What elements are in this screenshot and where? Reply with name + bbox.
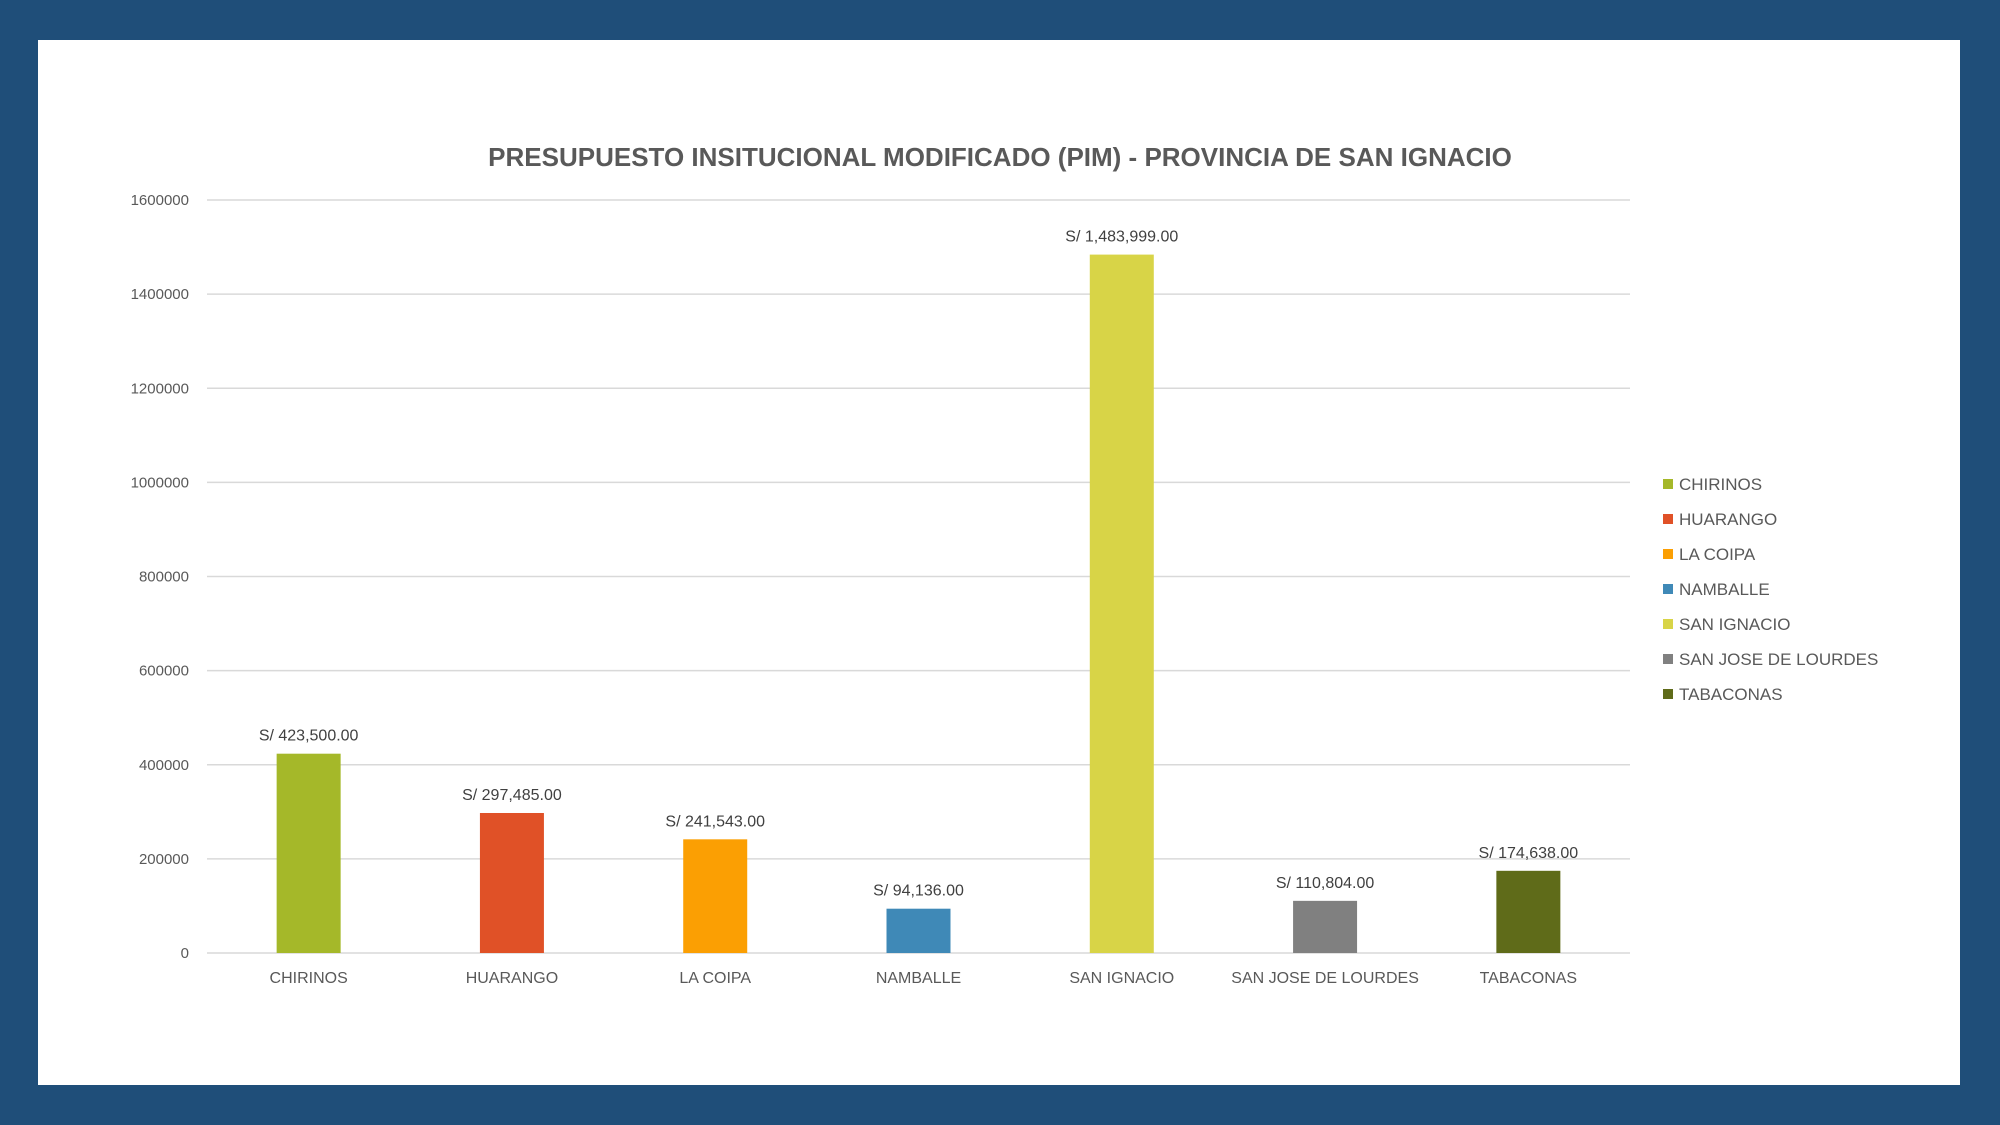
x-tick-label: CHIRINOS	[270, 970, 348, 987]
legend-swatch	[1663, 654, 1673, 664]
x-tick-label: SAN IGNACIO	[1069, 970, 1174, 987]
legend-swatch	[1663, 514, 1673, 524]
data-label: S/ 94,136.00	[873, 883, 964, 900]
data-label: S/ 174,638.00	[1479, 845, 1579, 862]
y-tick-label: 1000000	[131, 474, 189, 491]
y-tick-label: 400000	[139, 757, 189, 774]
bar	[276, 753, 341, 953]
data-label: S/ 297,485.00	[462, 787, 562, 804]
bar	[1293, 900, 1358, 953]
bar	[479, 812, 544, 953]
chart-title: PRESUPUESTO INSITUCIONAL MODIFICADO (PIM…	[488, 142, 1512, 172]
x-tick-label: LA COIPA	[679, 970, 751, 987]
x-tick-label: NAMBALLE	[876, 970, 961, 987]
legend-label: NAMBALLE	[1679, 580, 1770, 599]
legend-label: SAN IGNACIO	[1679, 615, 1790, 634]
x-tick-label: SAN JOSE DE LOURDES	[1231, 970, 1419, 987]
slide-panel: PRESUPUESTO INSITUCIONAL MODIFICADO (PIM…	[38, 40, 1960, 1085]
data-label: S/ 110,804.00	[1276, 875, 1375, 892]
legend-swatch	[1663, 549, 1673, 559]
legend-label: LA COIPA	[1679, 545, 1756, 564]
data-label: S/ 423,500.00	[259, 728, 359, 745]
y-tick-label: 200000	[139, 851, 189, 868]
bar	[1089, 254, 1154, 954]
x-tick-label: TABACONAS	[1480, 970, 1578, 987]
legend-label: TABACONAS	[1679, 685, 1783, 704]
legend-label: SAN JOSE DE LOURDES	[1679, 650, 1878, 669]
data-label: S/ 241,543.00	[665, 813, 765, 830]
y-tick-label: 800000	[139, 569, 189, 586]
x-tick-label: HUARANGO	[466, 970, 558, 987]
y-tick-label: 1200000	[131, 380, 189, 397]
legend-label: CHIRINOS	[1679, 475, 1762, 494]
legend-swatch	[1663, 619, 1673, 629]
legend-swatch	[1663, 689, 1673, 699]
bar-chart: PRESUPUESTO INSITUCIONAL MODIFICADO (PIM…	[131, 142, 1879, 987]
y-tick-label: 1600000	[131, 192, 189, 209]
legend-swatch	[1663, 479, 1673, 489]
legend-swatch	[1663, 584, 1673, 594]
y-tick-label: 600000	[139, 663, 189, 680]
data-label: S/ 1,483,999.00	[1065, 229, 1178, 246]
bar	[886, 908, 951, 953]
y-tick-label: 0	[181, 945, 189, 962]
bar	[1496, 870, 1561, 953]
bar	[683, 839, 748, 953]
y-tick-label: 1400000	[131, 286, 189, 303]
legend-label: HUARANGO	[1679, 510, 1777, 529]
